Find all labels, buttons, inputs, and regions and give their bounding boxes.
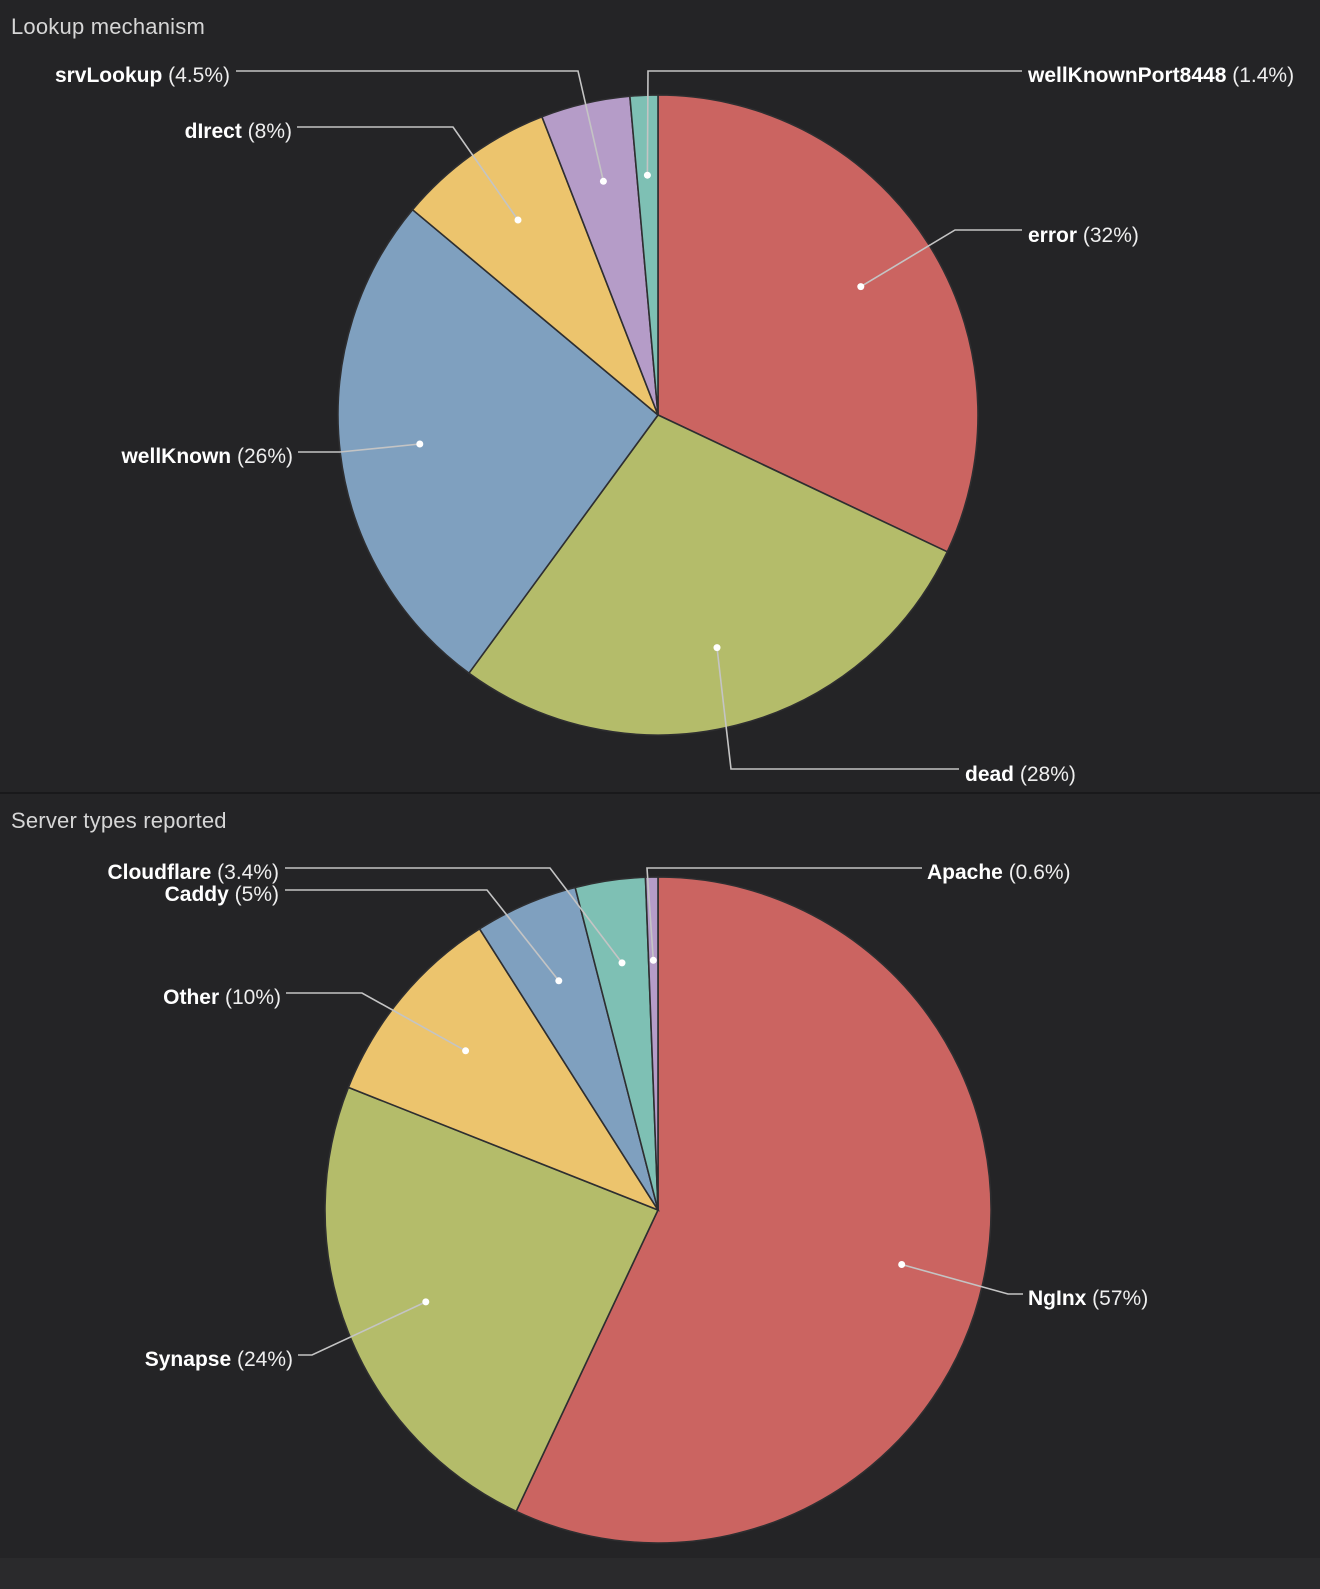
slice-label-dIrect: dIrect (8%) bbox=[184, 119, 292, 143]
pie-slice-Synapse[interactable] bbox=[324, 1086, 660, 1513]
footer-strip bbox=[0, 1558, 1320, 1589]
slice-label-dead: dead (28%) bbox=[965, 762, 1076, 786]
leader-line-Synapse bbox=[298, 1301, 427, 1356]
pie-slice-NgInx[interactable] bbox=[515, 876, 992, 1544]
pie-slice-Other[interactable] bbox=[347, 927, 660, 1212]
slice-label-error: error (32%) bbox=[1028, 223, 1139, 247]
pie-slice-dead[interactable] bbox=[467, 413, 949, 736]
leader-line-srvLookup bbox=[236, 70, 605, 182]
leader-line-dead bbox=[716, 647, 959, 770]
slice-label-Caddy: Caddy (5%) bbox=[164, 882, 279, 906]
pie-slice-wellKnownPort8448[interactable] bbox=[628, 94, 659, 416]
leader-dot-dIrect bbox=[514, 216, 522, 224]
leader-dot-Synapse bbox=[422, 1298, 430, 1306]
leader-line-Other bbox=[286, 992, 466, 1052]
chart-title-server-types: Server types reported bbox=[11, 808, 227, 833]
slice-label-wellKnown: wellKnown (26%) bbox=[121, 444, 293, 468]
server-types-pie bbox=[285, 867, 1023, 1544]
pie-slice-wellKnown[interactable] bbox=[337, 208, 660, 675]
slice-label-Cloudflare: Cloudflare (3.4%) bbox=[107, 860, 279, 884]
slice-label-NgInx: NgInx (57%) bbox=[1028, 1286, 1149, 1310]
slice-label-srvLookup: srvLookup (4.5%) bbox=[54, 63, 230, 87]
leader-line-wellKnown bbox=[298, 443, 420, 453]
leader-dot-Caddy bbox=[555, 977, 563, 985]
slice-label-wellKnownPort8448: wellKnownPort8448 (1.4%) bbox=[1028, 63, 1295, 87]
leader-line-Apache bbox=[646, 867, 922, 961]
chart-title-lookup-mechanism: Lookup mechanism bbox=[11, 14, 205, 39]
slice-label-Synapse: Synapse (24%) bbox=[144, 1347, 293, 1371]
leader-line-error bbox=[860, 229, 1022, 288]
leader-dot-Other bbox=[462, 1047, 470, 1055]
leader-dot-wellKnown bbox=[416, 440, 424, 448]
leader-dot-wellKnownPort8448 bbox=[643, 171, 651, 179]
pie-slice-error[interactable] bbox=[657, 94, 979, 553]
leader-dot-srvLookup bbox=[599, 177, 607, 185]
slice-label-Other: Other (10%) bbox=[163, 985, 281, 1009]
leader-line-Caddy bbox=[285, 889, 560, 982]
leader-dot-Apache bbox=[649, 956, 657, 964]
leader-dot-dead bbox=[713, 644, 721, 652]
leader-dot-Cloudflare bbox=[618, 959, 626, 967]
leader-dot-error bbox=[857, 283, 865, 291]
slice-label-Apache: Apache (0.6%) bbox=[927, 860, 1071, 884]
chart-section-lookup-mechanism: error (32%) dead (28%) wellKnown (26%) dIre… bbox=[0, 0, 1320, 794]
chart-section-server-types: NgInx (57%) Synapse (24%) Other (10%) Caddy… bbox=[0, 794, 1320, 1589]
lookup-mechanism-pie bbox=[236, 70, 1022, 770]
pie-slice-dIrect[interactable] bbox=[411, 115, 659, 416]
leader-line-wellKnownPort8448 bbox=[646, 70, 1022, 176]
leader-line-NgInx bbox=[901, 1263, 1023, 1295]
leader-line-dIrect bbox=[297, 126, 519, 221]
leader-line-Cloudflare bbox=[285, 867, 623, 964]
leader-dot-NgInx bbox=[898, 1261, 906, 1268]
